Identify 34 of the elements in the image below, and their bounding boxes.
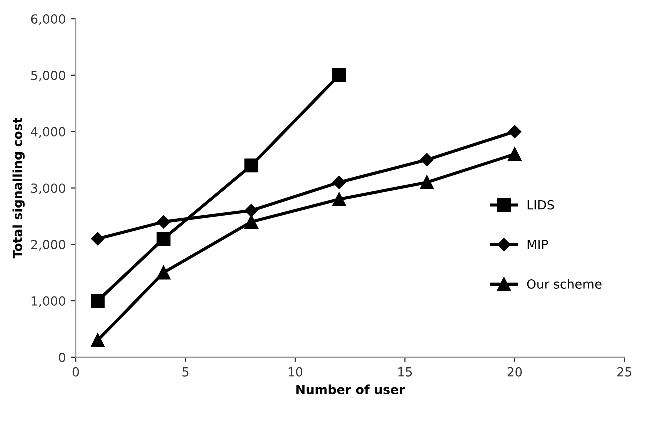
- y-tick-label: 4,000: [31, 127, 66, 138]
- y-tick-label: 0: [59, 352, 66, 362]
- point: [332, 68, 346, 82]
- point: [156, 232, 171, 246]
- x-tick-label: 25: [618, 367, 632, 377]
- y-tick-label: 1,000: [32, 296, 66, 308]
- point: [91, 232, 105, 246]
- x-tick-label: 15: [398, 368, 412, 377]
- point: [508, 125, 522, 138]
- point: [91, 294, 105, 308]
- legend-label: LIDS: [528, 200, 554, 210]
- y-tick-label: 6,000: [31, 14, 66, 26]
- point: [420, 176, 434, 190]
- point: [332, 192, 346, 206]
- y-tick-label: 2,000: [31, 240, 66, 251]
- y-tick-label: 5,000: [31, 70, 66, 82]
- legend-label: Our scheme: [527, 279, 602, 289]
- legend-label: MIP: [528, 240, 548, 250]
- y-axis-title: Total signalling cost: [12, 118, 25, 259]
- x-tick-label: 10: [288, 367, 303, 377]
- point: [420, 153, 434, 167]
- x-axis-title: Number of user: [296, 384, 406, 394]
- x-tick-label: 0: [72, 367, 80, 377]
- point: [91, 334, 105, 348]
- point: [156, 266, 171, 280]
- point: [244, 215, 259, 230]
- point: [244, 158, 259, 173]
- x-tick-label: 5: [182, 368, 189, 377]
- point: [332, 176, 346, 190]
- point: [157, 215, 170, 229]
- x-tick-label: 20: [508, 367, 522, 377]
- point: [508, 147, 522, 162]
- point: [244, 204, 258, 218]
- y-tick-label: 3,000: [31, 184, 66, 194]
